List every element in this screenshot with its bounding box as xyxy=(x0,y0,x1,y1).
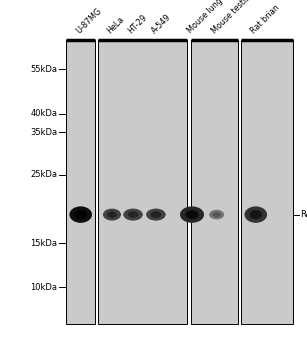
Ellipse shape xyxy=(103,209,121,220)
Ellipse shape xyxy=(180,206,204,223)
Bar xyxy=(191,40,238,324)
Text: 15kDa: 15kDa xyxy=(30,239,57,247)
Ellipse shape xyxy=(244,206,267,223)
Text: Mouse testis: Mouse testis xyxy=(210,0,252,35)
Ellipse shape xyxy=(75,210,87,219)
Text: HT-29: HT-29 xyxy=(127,13,149,35)
Bar xyxy=(98,40,187,324)
Text: HeLa: HeLa xyxy=(106,15,126,35)
Ellipse shape xyxy=(146,209,166,220)
Ellipse shape xyxy=(209,210,224,219)
Text: A-549: A-549 xyxy=(150,12,173,35)
Ellipse shape xyxy=(128,211,138,218)
Text: 25kDa: 25kDa xyxy=(30,170,57,179)
Bar xyxy=(241,40,293,324)
Ellipse shape xyxy=(150,211,161,218)
Ellipse shape xyxy=(123,209,143,220)
Bar xyxy=(66,40,95,324)
Text: 35kDa: 35kDa xyxy=(30,127,57,136)
Ellipse shape xyxy=(212,212,221,217)
Text: U-87MG: U-87MG xyxy=(74,6,103,35)
Text: 55kDa: 55kDa xyxy=(30,65,57,74)
Ellipse shape xyxy=(250,210,262,219)
Text: 10kDa: 10kDa xyxy=(30,283,57,292)
Text: 40kDa: 40kDa xyxy=(30,109,57,118)
Text: RAB2A: RAB2A xyxy=(300,210,307,219)
Text: Rat brian: Rat brian xyxy=(249,3,282,35)
Text: Mouse lung: Mouse lung xyxy=(186,0,224,35)
Ellipse shape xyxy=(107,211,117,218)
Ellipse shape xyxy=(185,210,199,219)
Ellipse shape xyxy=(69,206,92,223)
